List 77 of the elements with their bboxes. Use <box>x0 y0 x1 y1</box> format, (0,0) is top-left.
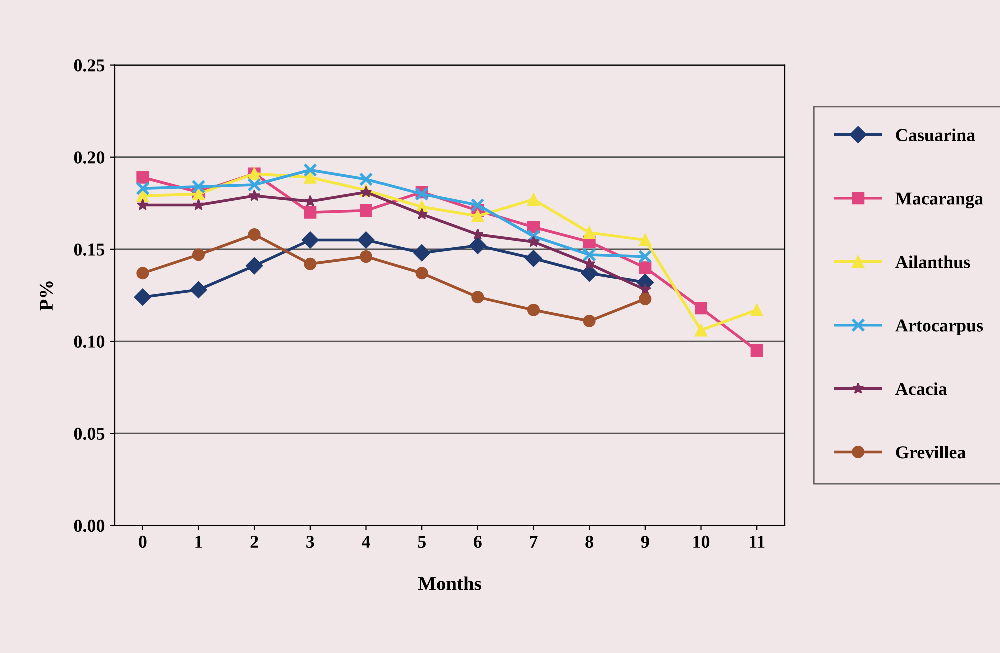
x-tick-label: 6 <box>474 536 482 548</box>
y-tick-label: 0.20 <box>74 152 105 164</box>
x-tick-label: 8 <box>586 536 594 548</box>
y-tick-label: 0.10 <box>74 336 105 348</box>
y-axis-title: P% <box>40 282 54 311</box>
x-tick-label: 0 <box>139 536 147 548</box>
point <box>190 281 208 299</box>
point <box>360 204 372 218</box>
legend-label: Ailanthus <box>896 256 970 268</box>
point <box>136 171 150 184</box>
point <box>192 248 205 262</box>
point <box>304 195 316 207</box>
point <box>469 237 486 254</box>
point <box>582 248 597 262</box>
point <box>470 198 485 212</box>
x-tick-label: 2 <box>250 536 258 548</box>
x-tick-label: 10 <box>694 536 710 548</box>
legend-label: Grevillea <box>896 446 966 459</box>
point <box>695 324 708 337</box>
point <box>248 190 261 202</box>
point <box>192 199 205 210</box>
point <box>639 292 652 306</box>
point <box>528 304 540 316</box>
point <box>360 250 372 264</box>
point <box>416 208 428 220</box>
point <box>416 267 428 280</box>
point <box>136 199 149 210</box>
point <box>472 228 484 240</box>
x-tick-label: 9 <box>641 536 650 548</box>
point <box>358 232 375 249</box>
y-tick-label: 0.15 <box>74 244 105 256</box>
point <box>136 267 150 280</box>
point <box>695 302 708 315</box>
point <box>472 291 484 304</box>
legend-label: Artocarpus <box>896 320 984 336</box>
point <box>136 182 150 196</box>
point <box>528 236 540 248</box>
x-tick-label: 1 <box>196 536 202 548</box>
point <box>583 226 596 240</box>
point <box>304 206 317 219</box>
point <box>136 190 150 202</box>
y-tick-label: 0.05 <box>74 428 105 440</box>
x-tick-label: 7 <box>530 536 538 548</box>
x-axis-title: Months <box>418 576 482 590</box>
point <box>639 284 652 296</box>
point <box>526 230 541 244</box>
point <box>248 228 261 241</box>
point <box>302 232 319 249</box>
legend-label: Macaranga <box>896 192 984 209</box>
point <box>750 304 764 316</box>
point <box>414 244 431 262</box>
point <box>750 344 764 357</box>
x-tick-label: 11 <box>750 536 765 548</box>
point <box>525 250 542 268</box>
point <box>134 288 152 306</box>
x-tick-label: 3 <box>306 536 314 548</box>
point <box>472 210 484 223</box>
point <box>304 258 317 270</box>
point <box>528 193 540 206</box>
point <box>303 163 318 178</box>
point <box>584 258 596 270</box>
legend-label: Casuarina <box>896 128 976 142</box>
point <box>192 180 206 194</box>
x-tick-label: 5 <box>418 536 426 548</box>
y-tick-label: 0.25 <box>74 60 105 72</box>
y-tick-label: 0.00 <box>74 520 105 532</box>
point <box>415 187 430 202</box>
point <box>639 262 652 274</box>
point <box>304 171 317 184</box>
point <box>639 234 652 246</box>
point <box>246 257 264 275</box>
point <box>248 178 262 192</box>
point <box>638 250 652 264</box>
point <box>583 315 596 328</box>
legend-label: Acacia <box>896 382 948 396</box>
x-tick-label: 4 <box>362 536 370 548</box>
point <box>359 172 374 186</box>
